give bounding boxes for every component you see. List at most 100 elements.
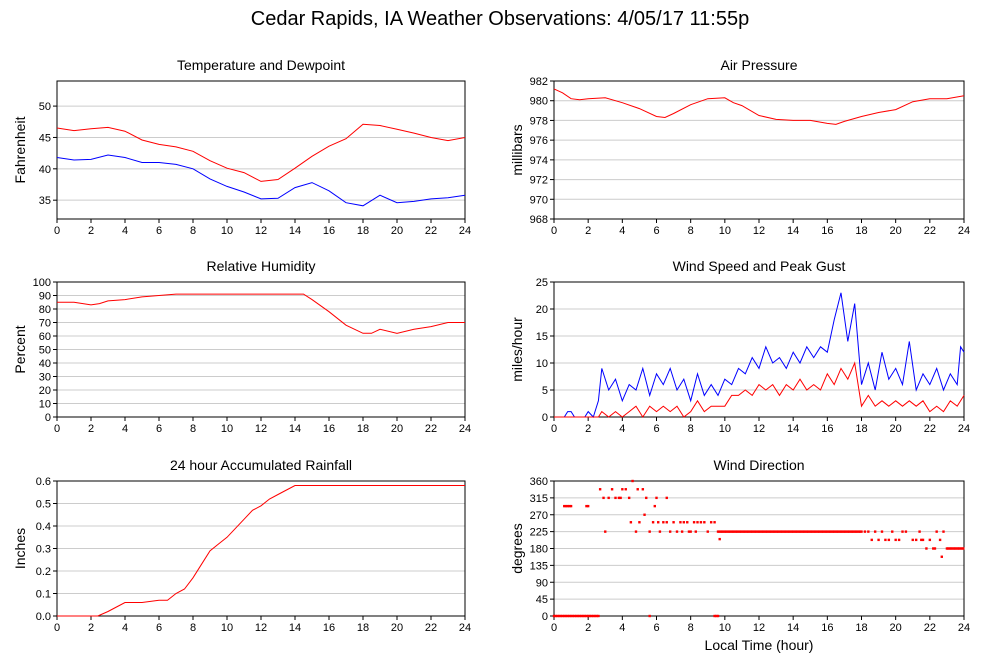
direction-x-tick-label: 24 [958, 622, 970, 634]
wind-x-tick-label: 22 [924, 423, 936, 435]
direction-x-tick-label: 8 [688, 622, 694, 634]
direction-x-tick-label: 22 [924, 622, 936, 634]
wind-y-tick-label: 25 [536, 277, 548, 289]
direction-point [815, 530, 818, 533]
direction-point [877, 538, 880, 542]
direction-y-tick-label: 180 [530, 544, 548, 556]
direction-point [782, 530, 785, 533]
rain-y-label: Inches [12, 528, 28, 569]
direction-point [797, 530, 800, 533]
pressure-y-tick-label: 974 [530, 155, 548, 167]
direction-point [719, 530, 722, 533]
humidity-x-tick-label: 8 [190, 423, 196, 435]
humidity-y-tick-label: 10 [39, 399, 51, 411]
direction-point [759, 530, 762, 533]
direction-point [557, 614, 561, 618]
direction-point [662, 521, 665, 524]
direction-point [843, 530, 847, 533]
humidity-x-tick-label: 10 [221, 423, 233, 435]
rain-x-tick-label: 24 [459, 622, 471, 634]
direction-point [658, 530, 662, 533]
humidity-x-tick-label: 12 [255, 423, 267, 435]
direction-point [604, 530, 607, 533]
rain-x-tick-label: 8 [190, 622, 196, 634]
humidity-y-tick-label: 70 [39, 318, 51, 330]
humidity-x-tick-label: 18 [357, 423, 369, 435]
humidity-y-tick-label: 90 [39, 291, 51, 303]
direction-point [807, 530, 810, 533]
pressure-x-tick-label: 10 [719, 225, 731, 237]
direction-point [856, 530, 859, 533]
direction-x-tick-label: 14 [787, 622, 799, 634]
direction-point [958, 547, 961, 550]
direction-point [556, 614, 559, 618]
pressure-x-tick-label: 2 [585, 225, 591, 237]
direction-point [742, 530, 746, 533]
direction-point [870, 538, 873, 542]
humidity-x-tick-label: 20 [391, 423, 403, 435]
rain-x-tick-label: 16 [323, 622, 335, 634]
direction-point [598, 488, 602, 491]
humidity-x-tick-label: 4 [122, 423, 128, 435]
direction-point [768, 530, 772, 533]
direction-point [568, 614, 571, 618]
direction-point [564, 614, 568, 618]
direction-point [586, 504, 590, 508]
direction-point [823, 530, 826, 533]
temp-plot-frame [56, 80, 466, 220]
direction-point [853, 530, 856, 533]
direction-point [817, 530, 821, 533]
rain-x-tick-label: 10 [221, 622, 233, 634]
direction-point [774, 530, 777, 533]
direction-point [713, 521, 716, 524]
direction-point [786, 530, 789, 533]
direction-point [785, 530, 788, 533]
direction-point [621, 488, 624, 491]
direction-point [884, 538, 887, 542]
direction-point [624, 488, 627, 491]
pressure-x-tick-label: 0 [551, 225, 557, 237]
direction-point [716, 614, 720, 618]
direction-point [808, 530, 811, 533]
wind-series-0-line [554, 292, 965, 418]
temp-x-tick-label: 12 [255, 225, 267, 237]
direction-point [776, 530, 780, 533]
wind-x-tick-label: 12 [753, 423, 765, 435]
direction-point [867, 530, 870, 533]
direction-point [744, 530, 747, 533]
direction-x-tick-label: 6 [653, 622, 659, 634]
direction-point [838, 530, 841, 533]
wind-x-tick-label: 10 [719, 423, 731, 435]
temp-x-tick-label: 8 [190, 225, 196, 237]
direction-point [694, 530, 697, 533]
direction-point [778, 530, 781, 533]
humidity-x-tick-label: 24 [459, 423, 471, 435]
wind-x-tick-label: 20 [890, 423, 902, 435]
rain-y-tick-label: 0.6 [36, 476, 51, 488]
wind-x-tick-label: 2 [585, 423, 591, 435]
wind-title: Wind Speed and Peak Gust [673, 258, 846, 274]
direction-point [834, 530, 837, 533]
direction-point [841, 530, 844, 533]
direction-point [813, 530, 817, 533]
wind-x-tick-label: 6 [653, 423, 659, 435]
direction-point [617, 496, 621, 500]
direction-point [942, 530, 945, 533]
direction-point [657, 521, 660, 524]
direction-point [827, 530, 830, 533]
temp-y-label: Fahrenheit [12, 116, 28, 183]
direction-point [563, 614, 566, 618]
direction-point [812, 530, 815, 533]
wind-y-tick-label: 20 [536, 304, 548, 316]
temp-x-tick-label: 18 [357, 225, 369, 237]
direction-point [561, 614, 564, 618]
direction-point [921, 538, 925, 542]
rain-x-tick-label: 12 [255, 622, 267, 634]
direction-point [720, 530, 724, 533]
direction-point [891, 530, 894, 533]
direction-point [802, 530, 806, 533]
direction-point [715, 614, 718, 618]
direction-point [740, 530, 743, 533]
direction-point [675, 530, 679, 533]
